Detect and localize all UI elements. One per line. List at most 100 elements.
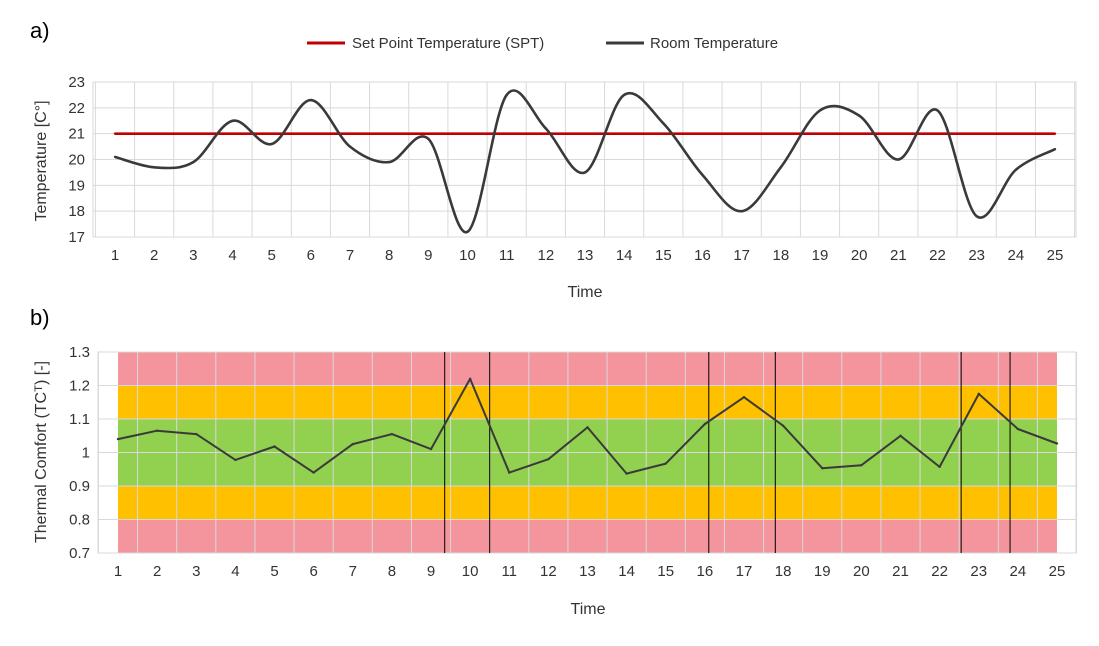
data-point [1053,132,1057,135]
x-tick-label: 14 [618,563,635,580]
x-tick-label: 12 [540,563,557,580]
data-point [857,132,861,135]
panel-a-label: a) [30,18,50,43]
x-tick-label: 24 [1010,563,1027,580]
data-point [742,396,746,399]
legend-label-spt: Set Point Temperature (SPT) [352,35,544,52]
panel-b-y-axis-title: Thermal Comfort (TCᵀ) [-] [33,361,50,543]
x-tick-label: 12 [537,247,554,264]
data-point [586,426,589,429]
comfort-band [118,519,1057,553]
data-point [155,429,159,432]
x-tick-label: 16 [697,563,714,580]
data-point [975,132,978,135]
data-point [468,377,472,380]
data-point [231,132,234,135]
x-tick-label: 5 [270,563,278,580]
x-tick-label: 21 [890,247,907,264]
x-tick-label: 13 [579,563,596,580]
y-tick-label: 22 [68,100,85,117]
panel-b-x-axis-title: Time [571,601,606,618]
y-tick-label: 21 [68,126,85,143]
x-tick-label: 10 [462,563,479,580]
data-point [662,132,665,135]
x-tick-label: 15 [657,563,674,580]
data-point [466,230,469,234]
y-tick-label: 18 [68,203,85,220]
data-point [429,447,433,451]
data-point [547,458,550,461]
data-point [897,132,900,135]
y-tick-label: 1 [82,445,90,462]
data-point [390,432,394,436]
data-point [505,93,508,97]
panel-a-y-axis-title: Temperature [C°] [33,100,50,221]
data-point [466,132,469,135]
data-point [231,119,234,122]
data-point [273,445,276,448]
x-tick-label: 11 [499,247,515,264]
data-point [740,209,743,213]
comfort-band [118,486,1057,520]
x-tick-label: 4 [228,247,236,264]
data-point [113,132,117,135]
data-point [779,132,783,135]
data-point [348,145,352,148]
plot-frame [92,81,1077,238]
x-tick-label: 8 [385,247,393,264]
x-tick-label: 25 [1049,563,1066,580]
data-point [625,472,628,475]
data-point [779,166,783,169]
data-point [192,132,195,135]
y-tick-label: 0.8 [69,512,90,529]
x-tick-label: 19 [812,247,829,264]
data-point [152,166,156,169]
data-point [583,171,587,174]
data-point [740,132,743,135]
data-point [427,132,430,135]
data-point [664,462,667,465]
data-point [938,465,941,469]
comfort-band [118,352,1057,386]
data-point [1016,427,1020,431]
data-point [505,132,508,135]
data-point [387,160,391,164]
x-tick-label: 18 [772,247,789,264]
data-point [936,132,939,135]
x-tick-label: 10 [459,247,476,264]
data-point [1055,442,1059,445]
panel-a-x-axis-title: Time [568,284,603,301]
x-tick-label: 22 [931,563,948,580]
x-tick-label: 21 [892,563,909,580]
data-point [897,158,900,161]
data-point [427,137,430,141]
x-tick-label: 16 [694,247,711,264]
data-point [821,467,824,470]
x-tick-label: 8 [388,563,396,580]
x-tick-label: 13 [577,247,594,264]
x-tick-label: 3 [189,247,197,264]
comfort-band [118,385,1057,419]
y-tick-label: 1.2 [69,378,90,395]
x-tick-label: 4 [231,563,239,580]
data-point [309,132,313,135]
x-tick-label: 6 [309,563,317,580]
x-tick-label: 18 [775,563,792,580]
data-point [857,114,861,117]
panel-b-label: b) [30,305,50,330]
x-tick-label: 9 [427,563,435,580]
x-tick-label: 9 [424,247,432,264]
plot-frame [97,351,1077,554]
data-point [192,160,195,164]
data-point [583,132,587,135]
data-point [113,155,117,159]
y-tick-label: 0.9 [69,478,90,495]
data-point [818,132,822,135]
data-point [899,434,902,437]
x-tick-label: 14 [616,247,633,264]
y-tick-label: 1.3 [69,344,90,361]
x-tick-label: 2 [153,563,161,580]
x-tick-label: 22 [929,247,946,264]
